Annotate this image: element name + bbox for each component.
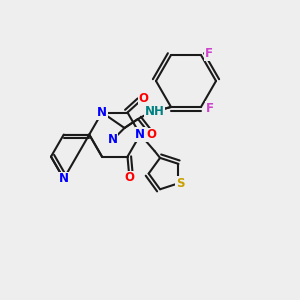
Text: O: O: [139, 92, 149, 105]
Text: O: O: [146, 128, 157, 141]
Text: N: N: [97, 106, 107, 119]
Text: F: F: [206, 102, 213, 115]
Text: N: N: [107, 134, 118, 146]
Text: NH: NH: [145, 105, 164, 118]
Text: N: N: [135, 128, 145, 141]
Text: O: O: [124, 171, 134, 184]
Text: F: F: [205, 47, 212, 60]
Text: S: S: [176, 177, 184, 190]
Text: N: N: [59, 172, 69, 185]
